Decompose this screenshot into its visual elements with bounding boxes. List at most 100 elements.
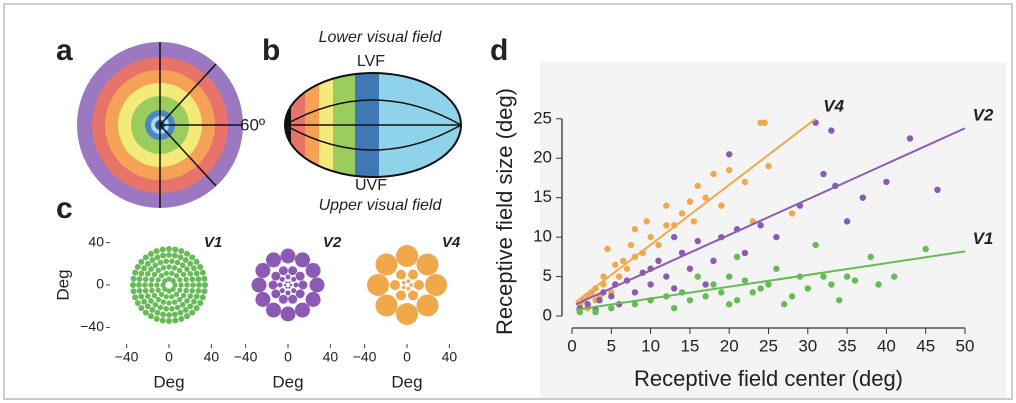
point [600,273,607,280]
rf-dot [285,281,288,284]
rf-dot [134,264,141,270]
rf-dot [178,315,185,322]
rf-dot [195,276,202,283]
point [812,241,819,249]
rf-dot [178,282,184,288]
y-tick-label: 40 [88,233,104,249]
rf-dot [148,266,154,272]
rf-dot [158,273,165,279]
rf-dot [201,288,208,295]
rf-dot [182,307,189,313]
rf-dot [130,282,136,288]
x-tick-label: −40 [115,349,139,365]
rf-dot [189,276,196,283]
point [828,127,835,134]
point [757,285,764,292]
x-tick-label: 10 [641,336,660,355]
rf-dot [176,267,183,274]
rf-dot [184,313,190,320]
rf-dot [414,280,424,290]
rf-dot [255,263,271,278]
rf-dot [278,266,288,276]
rf-dot [180,292,187,299]
rf-dot [396,290,406,301]
rf-dot [160,265,167,271]
rf-dot [160,299,167,305]
point [612,261,619,268]
rf-dot [174,304,181,311]
rf-dot [148,250,154,257]
y-tick-label: 5 [543,266,552,285]
x-tick-label: 40 [323,349,339,365]
point [749,289,756,296]
rf-dot [177,287,183,293]
point [663,273,670,280]
y-tick-label: 10 [533,227,552,246]
point [765,281,772,288]
rf-dot [157,259,164,266]
point [643,218,650,225]
rf-dot [151,292,158,299]
point [726,273,733,280]
rf-dot [130,275,137,282]
rf-dot [179,301,186,308]
rf-dot [171,299,178,305]
rf-dot [184,282,190,288]
point [631,301,639,308]
rf-dot [151,271,158,278]
point [702,281,709,288]
rf-dot [183,287,189,294]
rf-dot [162,286,168,292]
rf-dot [191,265,197,272]
point [686,265,694,272]
series-label: V2 [973,106,994,125]
point [875,281,882,288]
point [883,178,890,186]
rf-dot [177,277,183,283]
rf-dot [408,269,418,280]
rf-dot [132,294,139,301]
rf-dot [199,294,206,301]
rf-dot [172,317,179,324]
point [592,308,599,316]
rf-dot [159,246,166,253]
rf-dot [170,286,176,292]
point [726,166,733,174]
fit-line [575,250,966,311]
point [694,182,701,190]
rf-dot [154,254,161,261]
panel-label: a [56,34,73,67]
rf-dot [295,252,310,268]
rf-dot [177,254,184,261]
rf-dot [193,305,200,312]
point [686,198,694,205]
rf-dot [148,313,154,320]
point [851,277,859,284]
x-tick-label: 0 [567,336,576,355]
y-tick-label: 15 [533,187,552,206]
rf-dot [179,262,186,269]
x-tick-label: 45 [916,336,935,355]
rf-dot [280,248,296,264]
rf-dot [172,282,178,288]
point [631,289,639,296]
point [836,297,843,304]
point [710,281,717,288]
rf-dot [144,260,151,267]
rf-dot [160,252,167,259]
rf-dot [142,287,149,294]
rf-dot [169,258,175,264]
rf-dot [409,283,413,287]
point [647,233,654,241]
rf-dot [155,287,161,293]
x-axis-label: Deg [153,372,184,391]
rf-dot [163,258,169,264]
pattern-title: V2 [323,234,342,251]
rf-dot [166,312,172,318]
plot-background [540,62,1006,398]
rf-dot [142,309,149,316]
x-tick-label: 40 [877,336,896,355]
rf-dot [155,267,162,274]
series-label: V4 [823,96,844,115]
rf-dot [148,282,154,288]
